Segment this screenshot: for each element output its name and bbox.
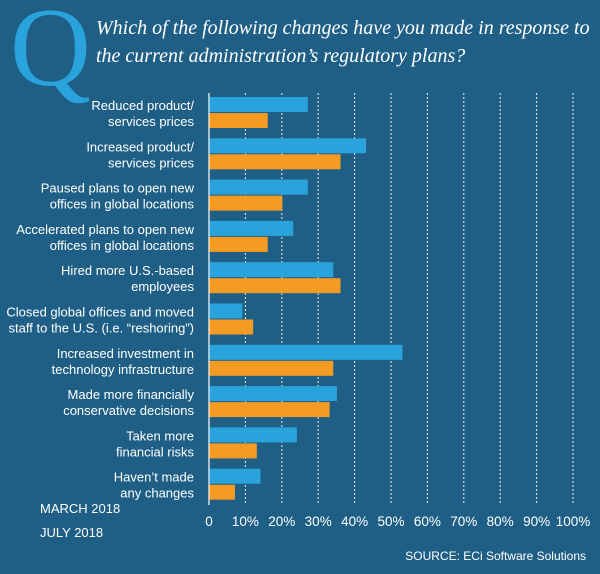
category-label: Haven’t made any changes bbox=[114, 470, 195, 501]
bar-march-2018 bbox=[209, 220, 294, 236]
bar-july-2018 bbox=[209, 443, 257, 459]
category-label: Hired more U.S.-based employees bbox=[61, 263, 194, 294]
category-label-line: Taken more bbox=[126, 428, 194, 443]
x-tick-label: 10% bbox=[232, 514, 259, 529]
category-label-line: offices in global locations bbox=[50, 197, 195, 212]
category-label: Accelerated plans to open new offices in … bbox=[16, 222, 194, 253]
category-label-line: offices in global locations bbox=[50, 238, 195, 253]
category-label-line: Accelerated plans to open new bbox=[16, 222, 194, 237]
category-label-line: staff to the U.S. (i.e. “reshoring”) bbox=[9, 321, 194, 336]
x-tick-label: 20% bbox=[268, 514, 295, 529]
category-label-line: Made more financially bbox=[68, 387, 195, 402]
x-tick-label: 0 bbox=[205, 514, 213, 529]
bar-july-2018 bbox=[209, 113, 268, 128]
bar-march-2018 bbox=[209, 179, 308, 195]
bar-march-2018 bbox=[209, 427, 297, 443]
category-label-line: services prices bbox=[108, 114, 194, 129]
bar-july-2018 bbox=[209, 360, 334, 376]
bar-july-2018 bbox=[209, 319, 254, 335]
category-label: Reduced product/services prices bbox=[91, 98, 194, 129]
category-label-line: Hired more U.S.-based bbox=[61, 263, 194, 278]
bar-july-2018 bbox=[209, 154, 341, 170]
category-label: Increased product/services prices bbox=[86, 139, 194, 170]
bar-march-2018 bbox=[209, 344, 403, 360]
category-label: Increased investment in technology infras… bbox=[52, 346, 194, 377]
category-label-line: technology infrastructure bbox=[52, 362, 194, 377]
x-tick-label: 30% bbox=[305, 514, 332, 529]
category-label-line: services prices bbox=[108, 155, 194, 170]
bar-march-2018 bbox=[209, 386, 337, 402]
category-label-line: Increased product/ bbox=[86, 139, 194, 154]
bar-march-2018 bbox=[209, 468, 261, 484]
category-label: Paused plans to open new offices in globa… bbox=[41, 181, 195, 212]
category-label-line: any changes bbox=[120, 486, 194, 501]
category-label: Taken more financial risks bbox=[116, 428, 195, 459]
bar-march-2018 bbox=[209, 303, 243, 319]
bar-july-2018 bbox=[209, 195, 283, 211]
bar-july-2018 bbox=[209, 278, 341, 294]
question-title: Which of the following changes have you … bbox=[96, 17, 590, 67]
category-label-line: Increased investment in bbox=[57, 346, 194, 361]
x-tick-label: 70% bbox=[450, 514, 477, 529]
bar-march-2018 bbox=[209, 97, 308, 112]
bar-july-2018 bbox=[209, 402, 330, 418]
x-tick-label: 80% bbox=[487, 514, 514, 529]
x-tick-label: 90% bbox=[523, 514, 550, 529]
q-letter: Q bbox=[10, 0, 91, 110]
category-label-line: financial risks bbox=[116, 444, 195, 459]
category-label-line: Haven’t made bbox=[114, 470, 194, 485]
category-label-line: Paused plans to open new bbox=[41, 181, 195, 196]
bar-july-2018 bbox=[209, 484, 235, 500]
source-note: SOURCE: ECi Software Solutions bbox=[405, 549, 586, 563]
x-tick-label: 60% bbox=[414, 514, 441, 529]
x-tick-label: 40% bbox=[341, 514, 368, 529]
category-label: Made more financially conservative decisi… bbox=[63, 387, 194, 418]
x-tick-label: 100% bbox=[556, 514, 591, 529]
x-tick-label: 50% bbox=[377, 514, 404, 529]
category-label-line: Closed global offices and moved bbox=[6, 305, 194, 320]
bar-march-2018 bbox=[209, 262, 334, 278]
category-label: Closed global offices and moved staff to … bbox=[6, 305, 194, 336]
bar-july-2018 bbox=[209, 236, 268, 252]
legend-july-2018: JULY 2018 bbox=[40, 525, 104, 540]
bar-march-2018 bbox=[209, 138, 367, 154]
category-label-line: conservative decisions bbox=[63, 403, 194, 418]
category-label-line: Reduced product/ bbox=[91, 98, 194, 113]
category-label-line: employees bbox=[131, 279, 194, 294]
legend-march-2018: MARCH 2018 bbox=[40, 501, 121, 516]
